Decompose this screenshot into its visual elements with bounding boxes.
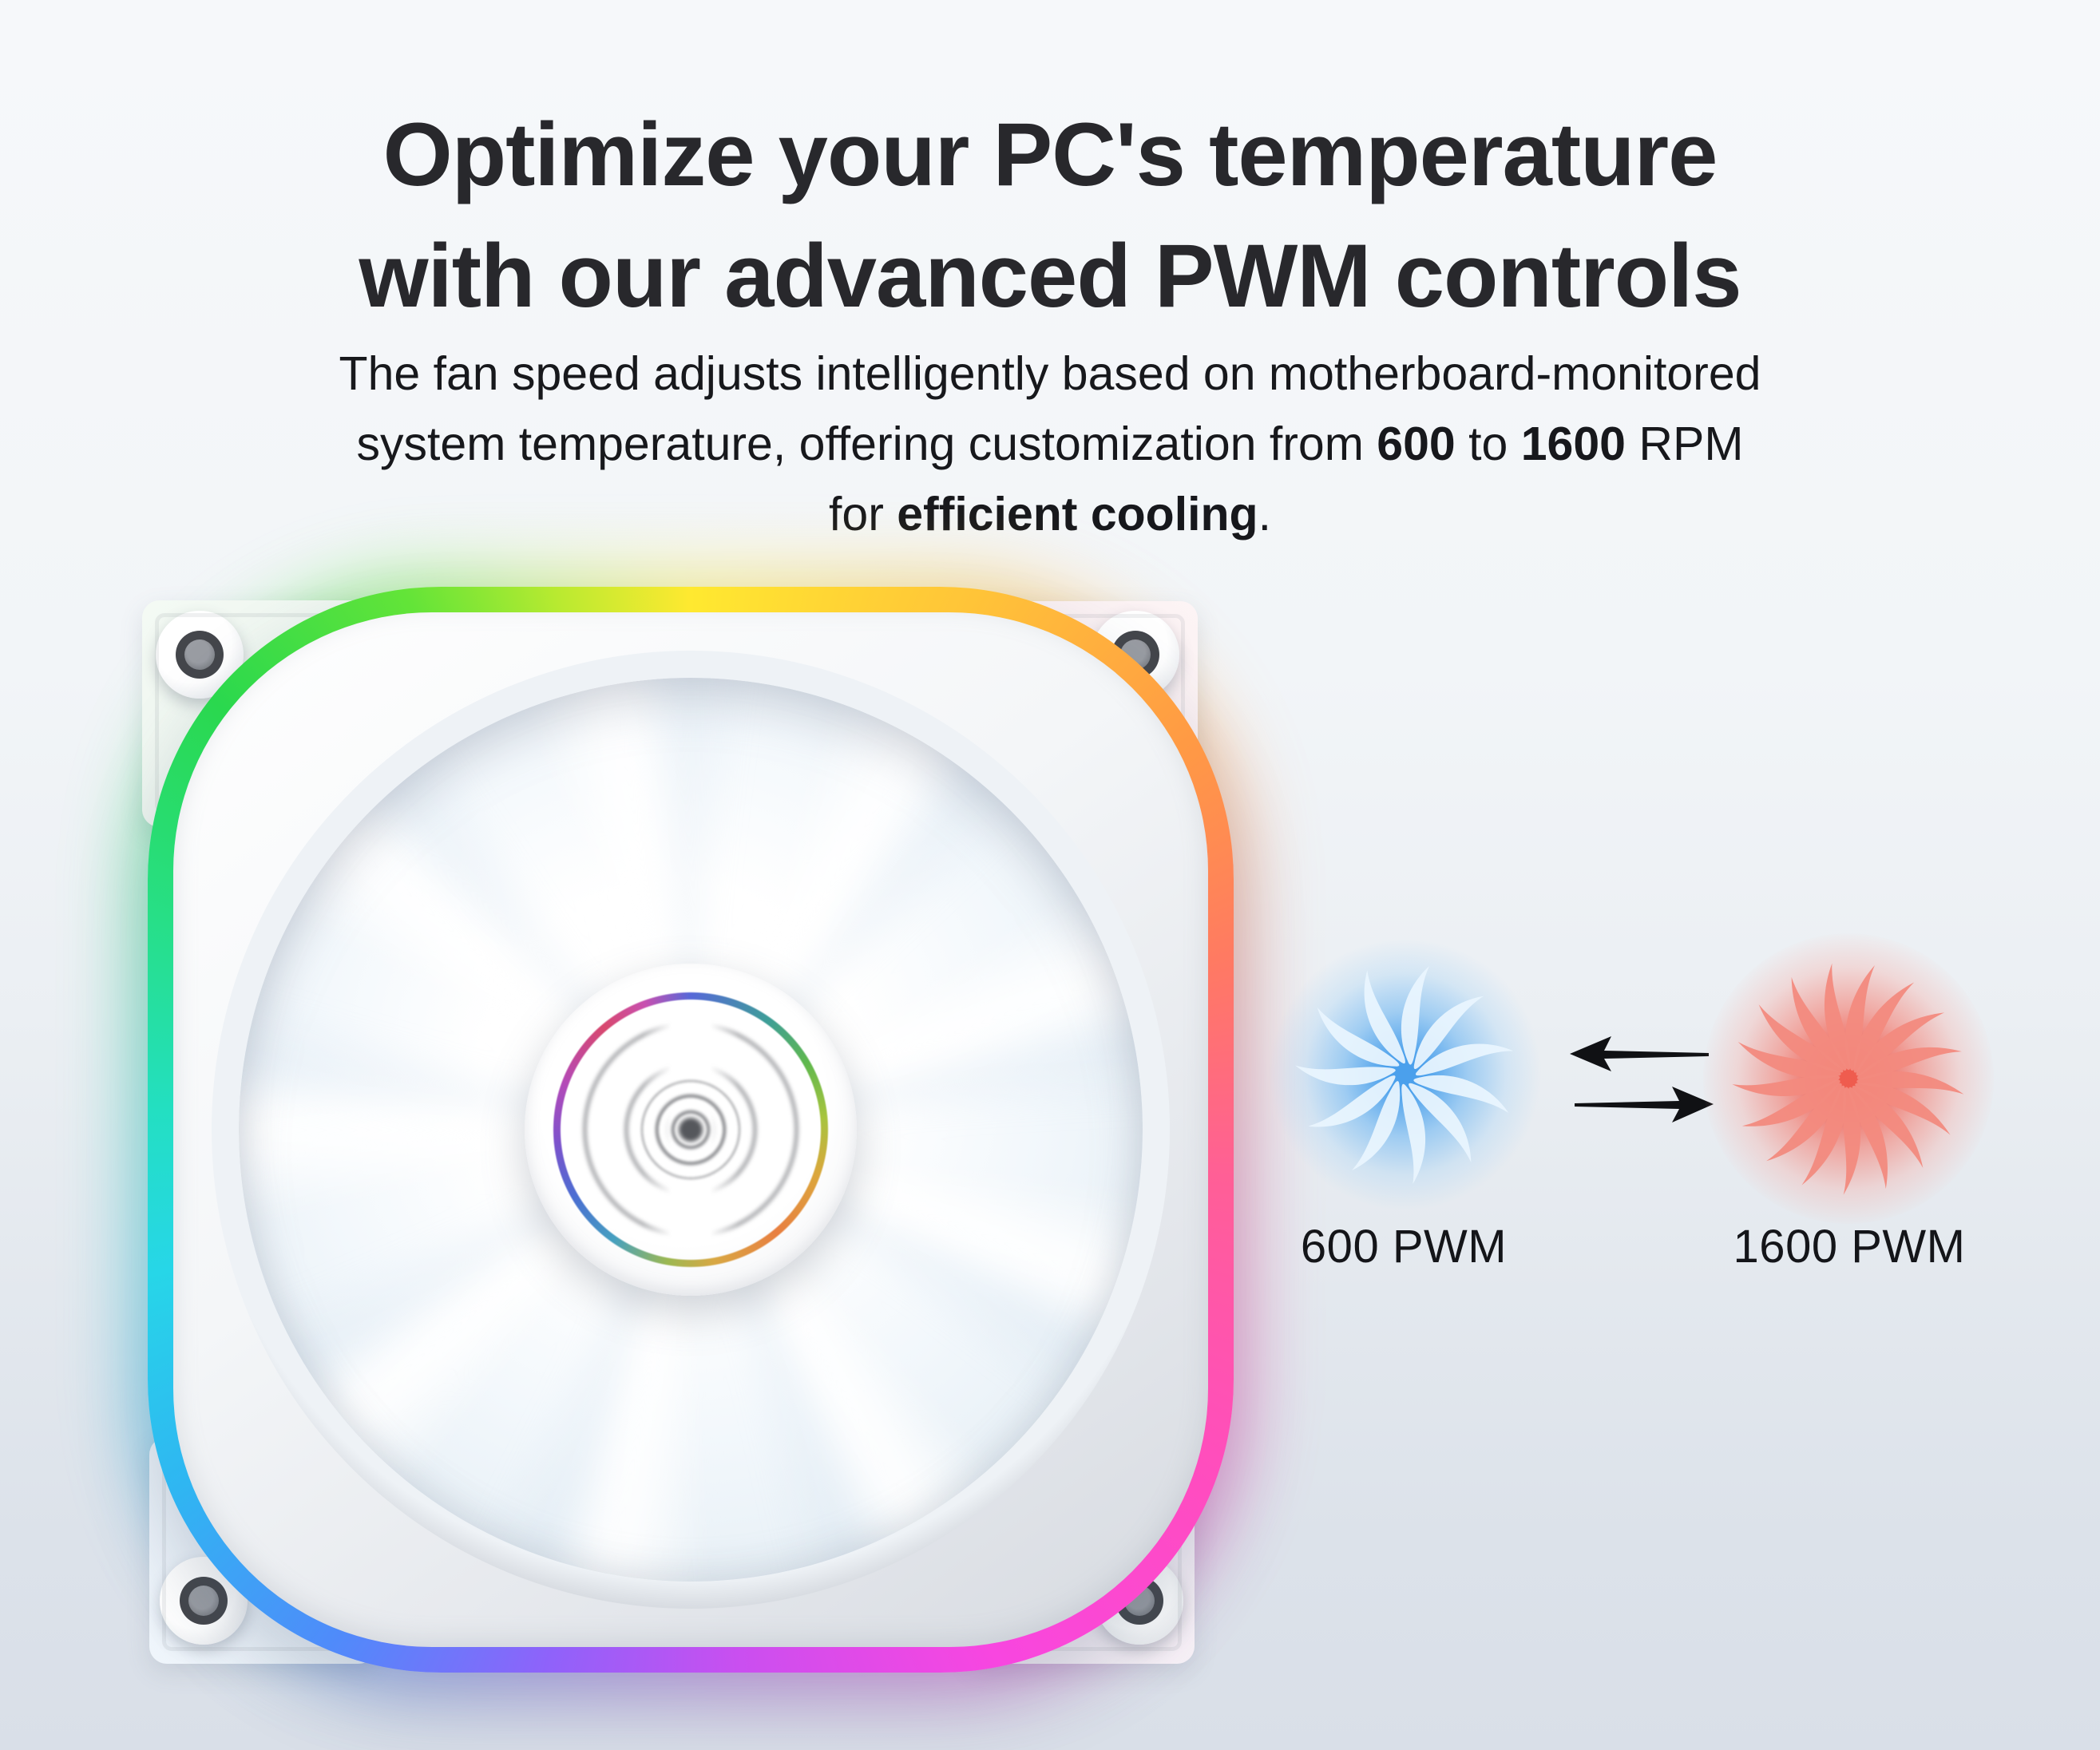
- max-rpm-value: 1600: [1520, 418, 1626, 470]
- description-text: The fan speed adjusts intelligently base…: [0, 339, 2100, 549]
- page-title-line2: with our advanced PWM controls: [359, 226, 1741, 326]
- min-rpm-value: 600: [1377, 418, 1456, 470]
- argb-fan-render: [137, 576, 1245, 1684]
- fan-blades-spinning: [239, 678, 1143, 1582]
- fan-frame-rgb-ring: [148, 587, 1234, 1673]
- slow-fan-swirl-icon: [1295, 966, 1514, 1184]
- description-line1: The fan speed adjusts intelligently base…: [339, 347, 1761, 400]
- exchange-arrows-icon: [1570, 1036, 1714, 1122]
- description-line2: system temperature, offering customizati…: [356, 418, 1744, 470]
- description-line3: for efficient cooling.: [828, 488, 1271, 540]
- fast-speed-label: 1600 PWM: [1733, 1221, 1966, 1273]
- page-title: Optimize your PC's temperature with our …: [0, 94, 2100, 337]
- fast-fan-swirl-icon: [1732, 963, 1964, 1195]
- page-title-line1: Optimize your PC's temperature: [382, 105, 1718, 204]
- slow-speed-label: 600 PWM: [1300, 1221, 1508, 1273]
- efficient-cooling-text: efficient cooling: [897, 488, 1258, 540]
